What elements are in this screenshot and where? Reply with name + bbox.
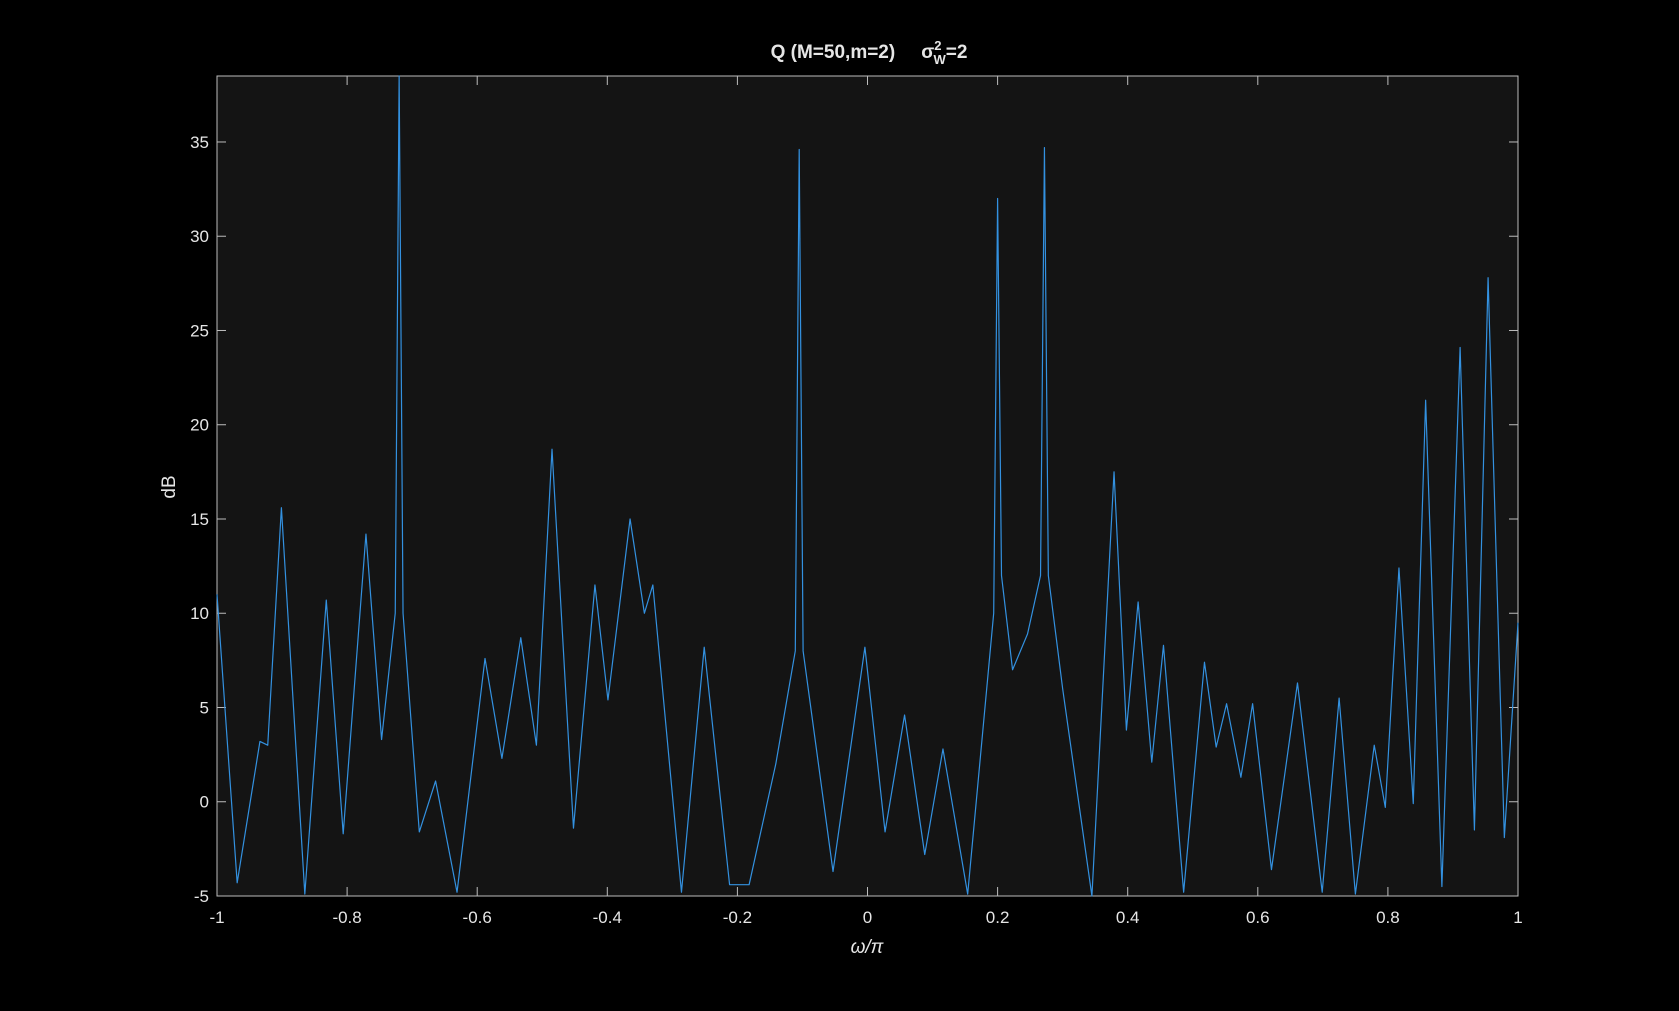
y-tick-label: 30 bbox=[190, 227, 209, 246]
title-sub: W bbox=[933, 52, 946, 67]
y-tick-label: 10 bbox=[190, 604, 209, 623]
chart-title: Q (M=50,m=2) σ2 W=2 bbox=[771, 38, 968, 67]
spectrum-line bbox=[216, 75, 1519, 897]
x-tick-label: 0.2 bbox=[986, 908, 1010, 927]
x-tick-label: 0.6 bbox=[1246, 908, 1270, 927]
y-tick-label: 5 bbox=[200, 698, 209, 717]
y-tick-label: -5 bbox=[194, 887, 209, 906]
title-symbol: σ bbox=[921, 42, 934, 63]
x-tick-label: -0.8 bbox=[332, 908, 361, 927]
x-tick-label: 1 bbox=[1513, 908, 1522, 927]
title-text: Q (M=50,m=2) bbox=[771, 42, 896, 63]
x-tick-label: -1 bbox=[209, 908, 224, 927]
y-tick-label: 15 bbox=[190, 510, 209, 529]
x-tick-label: 0 bbox=[863, 908, 872, 927]
y-axis-label: dB bbox=[159, 475, 180, 498]
y-tick-label: 35 bbox=[190, 133, 209, 152]
x-tick-label: 0.4 bbox=[1116, 908, 1140, 927]
y-tick-label: 0 bbox=[200, 793, 209, 812]
x-tick-label: -0.6 bbox=[463, 908, 492, 927]
plot-area bbox=[216, 75, 1519, 897]
title-sup: 2 bbox=[934, 38, 941, 53]
title-rest: =2 bbox=[946, 42, 968, 63]
x-tick-label: -0.4 bbox=[593, 908, 622, 927]
x-tick-label: 0.8 bbox=[1376, 908, 1400, 927]
x-axis-label: ω/π bbox=[851, 937, 885, 958]
y-tick-label: 25 bbox=[190, 321, 209, 340]
x-tick-label: -0.2 bbox=[723, 908, 752, 927]
y-tick-label: 20 bbox=[190, 416, 209, 435]
